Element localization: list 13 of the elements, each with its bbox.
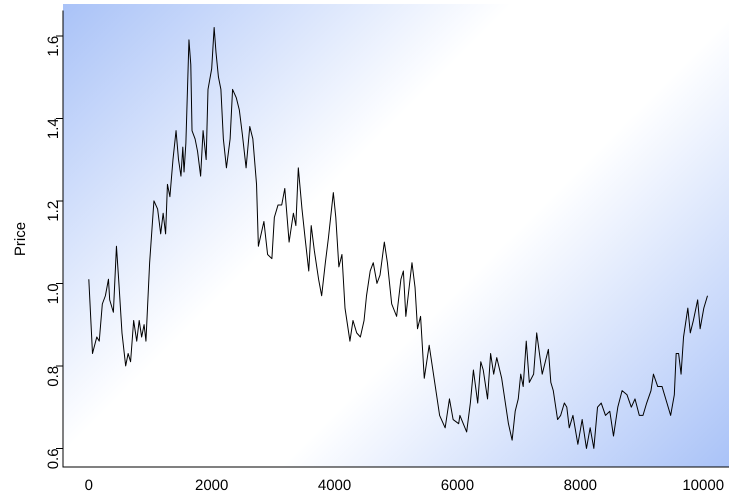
x-tick-label: 8000 <box>564 477 598 494</box>
y-axis-title: Price <box>12 222 30 256</box>
x-tick-label: 10000 <box>682 477 724 494</box>
y-tick-label: 1.6 <box>45 36 62 57</box>
y-tick-label: 0.8 <box>45 366 62 387</box>
y-tick-label: 1.0 <box>45 283 62 304</box>
x-tick-label: 4000 <box>318 477 352 494</box>
y-tick-label: 1.4 <box>45 118 62 140</box>
y-tick-label: 1.2 <box>45 200 62 222</box>
x-tick-label: 2000 <box>194 477 228 494</box>
x-tick-label: 6000 <box>440 477 474 494</box>
y-tick-label: 0.6 <box>45 448 62 470</box>
x-tick-label: 0 <box>84 477 93 494</box>
